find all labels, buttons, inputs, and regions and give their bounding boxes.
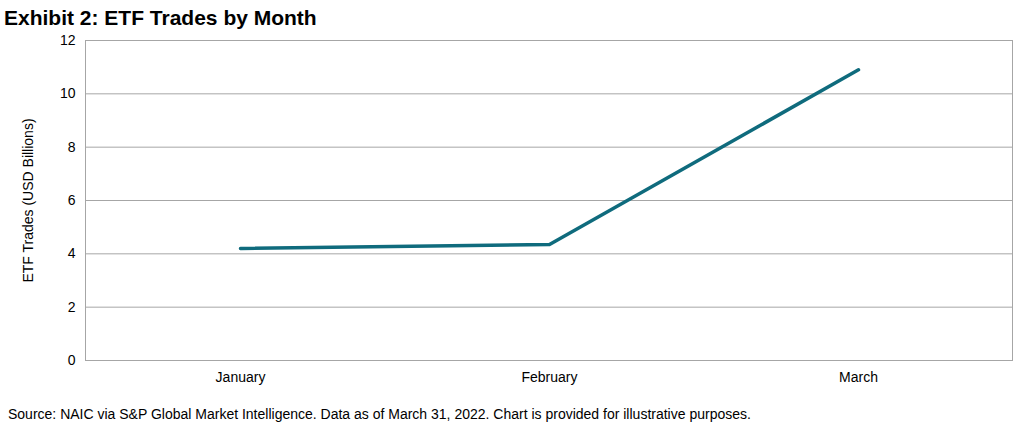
svg-text:ETF Trades (USD Billions): ETF Trades (USD Billions) (20, 118, 36, 282)
html-text:Exhibit 2: ETF Trades by Month: Exhibit 2: ETF Trades by Month (4, 6, 317, 29)
svg-text:2: 2 (68, 299, 76, 315)
svg-text:4: 4 (68, 245, 76, 261)
svg-text:January: January (216, 369, 266, 385)
svg-text:6: 6 (68, 192, 76, 208)
svg-text:10: 10 (60, 85, 76, 101)
svg-text:February: February (521, 369, 577, 385)
svg-text:8: 8 (68, 139, 76, 155)
svg-text:March: March (839, 369, 878, 385)
svg-text:12: 12 (60, 32, 76, 48)
svg-text:0: 0 (68, 352, 76, 368)
html-text:Source: NAIC via S&P Global Ma: Source: NAIC via S&P Global Market Intel… (8, 406, 751, 422)
